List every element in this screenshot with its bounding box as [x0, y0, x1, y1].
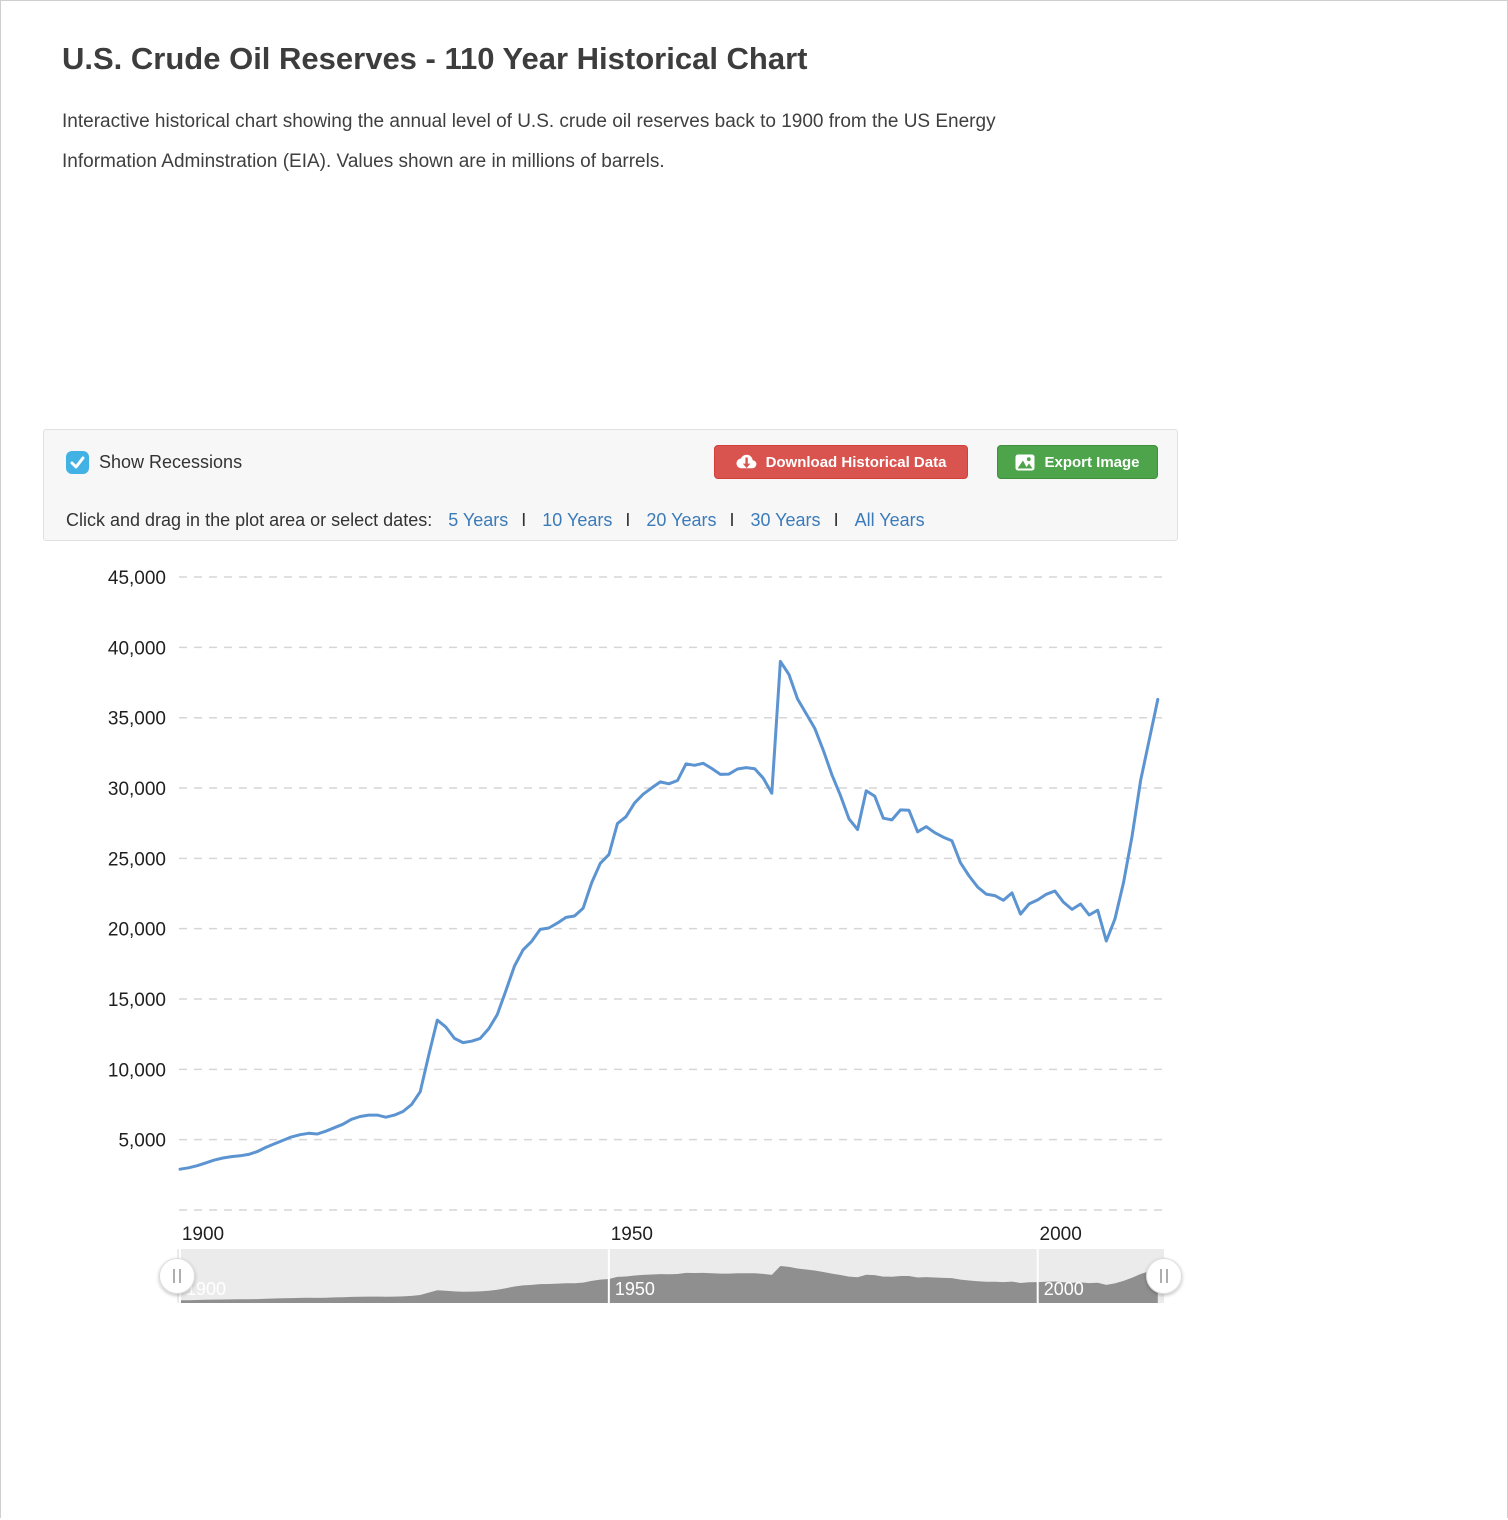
crude-oil-reserves-chart[interactable]: 45,000 40,000 35,000 30,000 25,000 20,000 15,0…	[1, 551, 1211, 1321]
page-description-line1: Interactive historical chart showing the…	[62, 111, 996, 132]
range-separator: I	[833, 510, 839, 530]
show-recessions-checkbox[interactable]	[66, 450, 89, 474]
export-image-icon	[1015, 454, 1035, 470]
x-axis-tick-label: 1950	[611, 1224, 653, 1245]
range-separator: I	[521, 510, 527, 530]
navigator-handle-right[interactable]	[1146, 1258, 1182, 1294]
page-title: U.S. Crude Oil Reserves - 110 Year Histo…	[62, 41, 808, 76]
check-icon	[70, 456, 85, 468]
y-axis-tick-label: 10,000	[108, 1060, 166, 1081]
y-axis-tick-label: 35,000	[108, 709, 166, 730]
x-axis-tick-label: 2000	[1040, 1224, 1082, 1245]
export-image-button[interactable]: Export Image	[997, 445, 1158, 479]
page-description-line2: Information Adminstration (EIA). Values …	[62, 151, 665, 172]
show-recessions-label: Show Recessions	[99, 451, 243, 472]
x-axis-tick-label: 1900	[182, 1224, 224, 1245]
y-axis-tick-label: 40,000	[108, 638, 166, 659]
date-range-row: Click and drag in the plot area or selec…	[66, 510, 1156, 531]
range-link-10-years[interactable]: 10 Years	[542, 510, 613, 530]
navigator-label: 2000	[1044, 1279, 1084, 1299]
range-link-5-years[interactable]: 5 Years	[448, 510, 509, 530]
navigator-handle-right[interactable]	[1146, 1258, 1182, 1294]
page-description: Interactive historical chart showing the…	[62, 102, 996, 182]
y-axis-tick-label: 30,000	[108, 779, 166, 800]
range-separator: I	[729, 510, 735, 530]
y-axis-tick-label: 25,000	[108, 849, 166, 870]
y-axis-tick-label: 15,000	[108, 990, 166, 1011]
export-button-label: Export Image	[1044, 453, 1140, 471]
reserves-line-series[interactable]	[178, 659, 1160, 1171]
navigator-area-series	[180, 1266, 1158, 1303]
cloud-download-icon	[736, 454, 756, 468]
navigator-label: 1900	[186, 1279, 226, 1299]
y-axis-tick-label: 20,000	[108, 920, 166, 941]
y-axis-tick-label: 5,000	[118, 1131, 166, 1152]
download-historical-data-button[interactable]: Download Historical Data	[714, 445, 968, 479]
range-link-20-years[interactable]: 20 Years	[646, 510, 717, 530]
range-link-30-years[interactable]: 30 Years	[750, 510, 821, 530]
navigator-label: 1950	[615, 1279, 655, 1299]
download-button-label: Download Historical Data	[765, 453, 947, 471]
y-axis-tick-label: 45,000	[108, 568, 166, 589]
show-recessions-row: Show Recessions	[66, 450, 242, 474]
chart-controls-panel: Show Recessions Download Historical Data…	[43, 429, 1178, 541]
range-separator: I	[625, 510, 631, 530]
range-link-all-years[interactable]: All Years	[854, 510, 925, 530]
navigator-handle-left[interactable]	[159, 1258, 195, 1294]
date-range-prompt: Click and drag in the plot area or selec…	[66, 510, 433, 530]
navigator-handle-left[interactable]	[159, 1258, 195, 1294]
